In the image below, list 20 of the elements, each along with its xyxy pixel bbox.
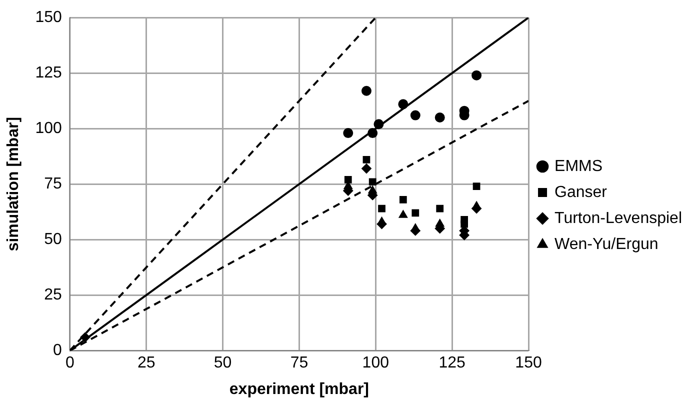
legend-label: Ganser <box>554 184 608 201</box>
x-tick-label: 150 <box>515 354 542 372</box>
legend-label: Turton-Levenspiel <box>554 210 682 227</box>
y-tick-label: 75 <box>44 176 62 193</box>
y-tick-label: 100 <box>35 120 62 138</box>
x-tick-label: 100 <box>362 354 390 372</box>
x-tick-label: 125 <box>438 354 466 372</box>
x-tick-label: 25 <box>137 354 156 372</box>
y-tick-label: 150 <box>35 9 62 26</box>
x-tick-label: 75 <box>290 354 308 372</box>
y-tick-label: 50 <box>44 231 62 248</box>
y-axis-title: simulation [mbar] <box>5 116 22 252</box>
legend-label: Wen-Yu/Ergun <box>554 236 658 253</box>
x-axis-title: experiment [mbar] <box>229 380 370 398</box>
x-tick-label: 50 <box>214 354 232 372</box>
legend-label: EMMS <box>554 158 603 175</box>
y-tick-label: 125 <box>35 64 62 82</box>
y-tick-label: 25 <box>44 286 62 304</box>
x-tick-label: 0 <box>65 354 74 372</box>
y-tick-label: 0 <box>52 342 62 360</box>
